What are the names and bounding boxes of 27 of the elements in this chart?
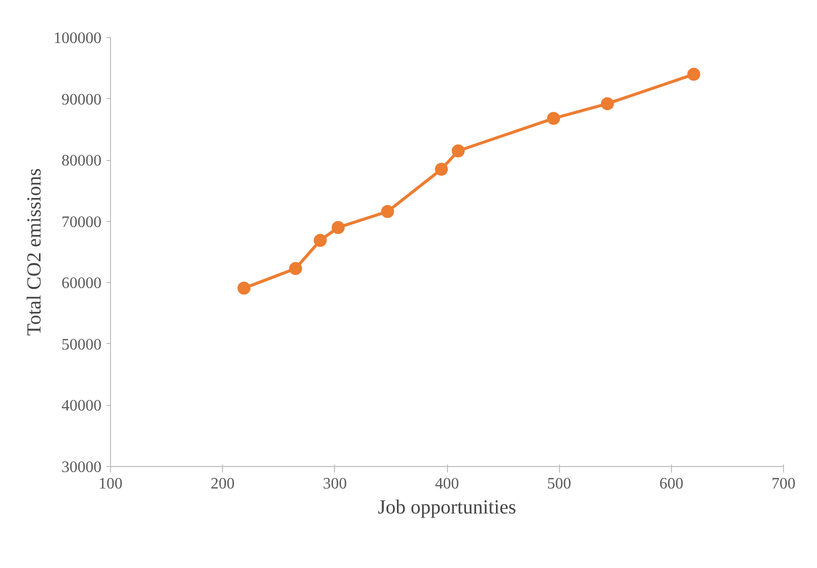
y-tick-label: 90000: [62, 91, 102, 108]
y-axis-title: Total CO2 emissions: [24, 168, 46, 336]
y-tick-label: 40000: [62, 398, 102, 415]
x-tick-label: 300: [322, 476, 347, 492]
x-axis-title: Job opportunities: [378, 496, 516, 518]
y-tick-label: 60000: [62, 275, 102, 292]
point: [434, 162, 448, 176]
point: [687, 68, 700, 81]
y-tick-label: 80000: [62, 152, 102, 170]
point: [547, 112, 560, 125]
point: [314, 234, 327, 247]
y-tick-label: 50000: [62, 336, 102, 354]
point: [452, 144, 465, 158]
x-tick-label: 400: [435, 476, 459, 492]
x-tick-label: 100: [98, 476, 122, 492]
y-tick-label: 100000: [54, 30, 102, 47]
x-tick-label: 200: [210, 476, 235, 492]
point: [289, 262, 302, 276]
point: [332, 221, 345, 234]
x-tick-label: 500: [547, 476, 572, 492]
point: [381, 205, 394, 218]
x-tick-label: 600: [659, 476, 684, 492]
point: [237, 282, 250, 295]
point: [600, 97, 614, 110]
x-tick-label: 700: [772, 476, 796, 492]
y-tick-label: 70000: [62, 214, 102, 231]
y-tick-label: 30000: [62, 459, 102, 476]
